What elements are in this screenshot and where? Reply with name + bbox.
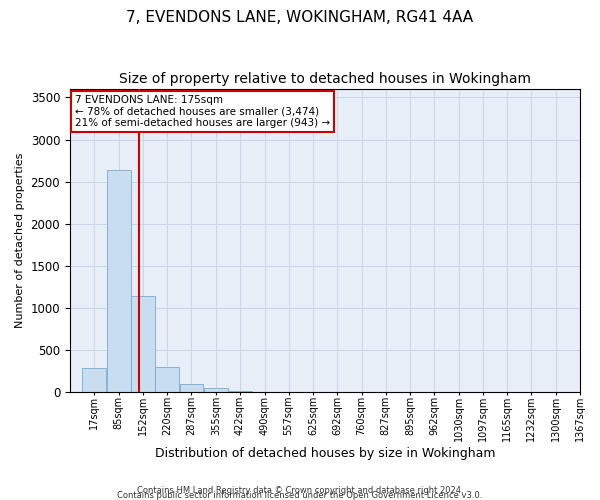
Bar: [179, 384, 203, 392]
Y-axis label: Number of detached properties: Number of detached properties: [15, 152, 25, 328]
Bar: [82, 368, 106, 392]
Text: 7 EVENDONS LANE: 175sqm
← 78% of detached houses are smaller (3,474)
21% of semi: 7 EVENDONS LANE: 175sqm ← 78% of detache…: [75, 95, 330, 128]
Bar: [204, 388, 228, 392]
Text: Contains public sector information licensed under the Open Government Licence v3: Contains public sector information licen…: [118, 491, 482, 500]
Text: 7, EVENDONS LANE, WOKINGHAM, RG41 4AA: 7, EVENDONS LANE, WOKINGHAM, RG41 4AA: [127, 10, 473, 25]
Title: Size of property relative to detached houses in Wokingham: Size of property relative to detached ho…: [119, 72, 531, 86]
Bar: [155, 368, 179, 392]
X-axis label: Distribution of detached houses by size in Wokingham: Distribution of detached houses by size …: [155, 447, 495, 460]
Bar: [228, 390, 252, 392]
Bar: [131, 296, 155, 392]
Text: Contains HM Land Registry data © Crown copyright and database right 2024.: Contains HM Land Registry data © Crown c…: [137, 486, 463, 495]
Bar: [107, 170, 131, 392]
